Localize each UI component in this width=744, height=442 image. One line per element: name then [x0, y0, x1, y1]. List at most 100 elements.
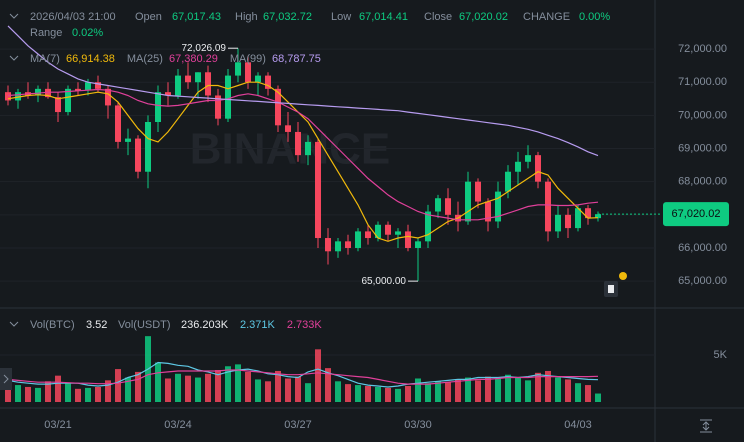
range-label: Range: [30, 27, 62, 39]
alert-icon[interactable]: [604, 272, 627, 297]
candle-body: [95, 82, 101, 89]
volume-bar: [225, 366, 231, 402]
volume-bar: [555, 377, 561, 402]
volume-bar: [535, 372, 541, 402]
close-value: 67,020.02: [459, 11, 508, 23]
volume-bar: [545, 370, 551, 402]
candle-body: [135, 138, 141, 172]
y-tick-label: 68,000.00: [678, 176, 727, 188]
volume-bar: [395, 388, 401, 402]
candle-body: [225, 75, 231, 119]
volume-bar: [585, 385, 591, 402]
candle-body: [425, 211, 431, 242]
close-label: Close: [424, 11, 452, 23]
annotation-label: 65,000.00: [362, 276, 407, 287]
candle-body: [125, 138, 131, 142]
ma-value: 68,787.75: [272, 53, 321, 65]
candle-body: [75, 88, 81, 91]
candle-body: [15, 92, 21, 101]
change-label: CHANGE: [523, 11, 570, 23]
candle-body: [475, 181, 481, 202]
volume-bar: [155, 362, 161, 402]
candle-body: [205, 72, 211, 96]
x-tick-label: 03/30: [404, 419, 432, 431]
low-label: Low: [331, 11, 351, 23]
high-value: 67,032.72: [263, 11, 312, 23]
range-value: 0.02%: [72, 27, 103, 39]
volume-bar: [595, 393, 601, 402]
candle-body: [215, 95, 221, 119]
ma-name: MA(25): [127, 53, 163, 65]
x-tick-label: 03/24: [164, 419, 192, 431]
volume-bar: [135, 371, 141, 402]
candle-body: [415, 241, 421, 248]
volume-bar: [245, 371, 251, 402]
volume-bar: [115, 369, 121, 402]
candle-body: [495, 191, 501, 222]
open-label: Open: [135, 11, 162, 23]
candle-body: [355, 231, 361, 248]
expand-button[interactable]: [700, 419, 712, 433]
x-tick-label: 04/03: [564, 419, 592, 431]
volume-bar: [95, 386, 101, 402]
volume-bar: [5, 378, 11, 402]
candle-body: [545, 181, 551, 232]
ma-line: [7, 88, 599, 221]
ma-name: MA(7): [30, 53, 60, 65]
x-tick-label: 03/27: [284, 419, 312, 431]
candle-body: [235, 62, 241, 76]
volume-bar: [465, 377, 471, 402]
volume-bar: [295, 376, 301, 402]
ma-value: 67,380.29: [169, 53, 218, 65]
y-tick-label: 69,000.00: [678, 142, 727, 154]
candle-body: [285, 125, 291, 132]
candle-body: [465, 181, 471, 222]
y-tick-label: 71,000.00: [678, 76, 727, 88]
volume-bar: [475, 380, 481, 402]
scroll-button[interactable]: [0, 368, 12, 390]
candle-body: [105, 88, 111, 106]
collapse-icon[interactable]: [9, 55, 19, 61]
vol-usdt-label: Vol(USDT): [118, 319, 171, 331]
volume-bar: [125, 377, 131, 402]
volume-bar: [165, 378, 171, 402]
candle-body: [535, 155, 541, 182]
volume-bar: [435, 381, 441, 402]
volume-bar: [75, 388, 81, 402]
volume-bar: [445, 382, 451, 402]
collapse-icon[interactable]: [9, 13, 19, 19]
candle-body: [385, 224, 391, 235]
volume-bar: [375, 386, 381, 402]
vol-label: Vol(BTC): [30, 319, 75, 331]
volume-bar: [325, 368, 331, 402]
y-tick-label: 72,000.00: [678, 43, 727, 55]
candle-body: [375, 224, 381, 239]
collapse-icon[interactable]: [9, 321, 19, 327]
candle-body: [515, 161, 521, 172]
ma-line: [7, 81, 599, 242]
volume-bar: [285, 378, 291, 402]
candle-body: [175, 75, 181, 96]
ma-line: [7, 25, 599, 157]
volume-bar: [195, 377, 201, 402]
high-label: High: [235, 11, 258, 23]
volume-bar: [345, 384, 351, 402]
vol-value: 3.52: [86, 319, 107, 331]
volume-bar: [65, 383, 71, 402]
candle-body: [85, 82, 91, 91]
candle-body: [155, 92, 161, 122]
low-value: 67,014.41: [359, 11, 408, 23]
candle-body: [165, 92, 171, 96]
volume-bar: [495, 378, 501, 402]
volume-bar: [25, 386, 31, 402]
volume-bar: [515, 377, 521, 402]
volume-bar: [105, 380, 111, 402]
volume-bar: [185, 375, 191, 402]
candle-body: [595, 214, 601, 219]
volume-bar: [385, 387, 391, 402]
volume-bar: [525, 380, 531, 402]
volume-bar: [265, 381, 271, 402]
candle-body: [275, 88, 281, 126]
volume-bar: [485, 376, 491, 402]
